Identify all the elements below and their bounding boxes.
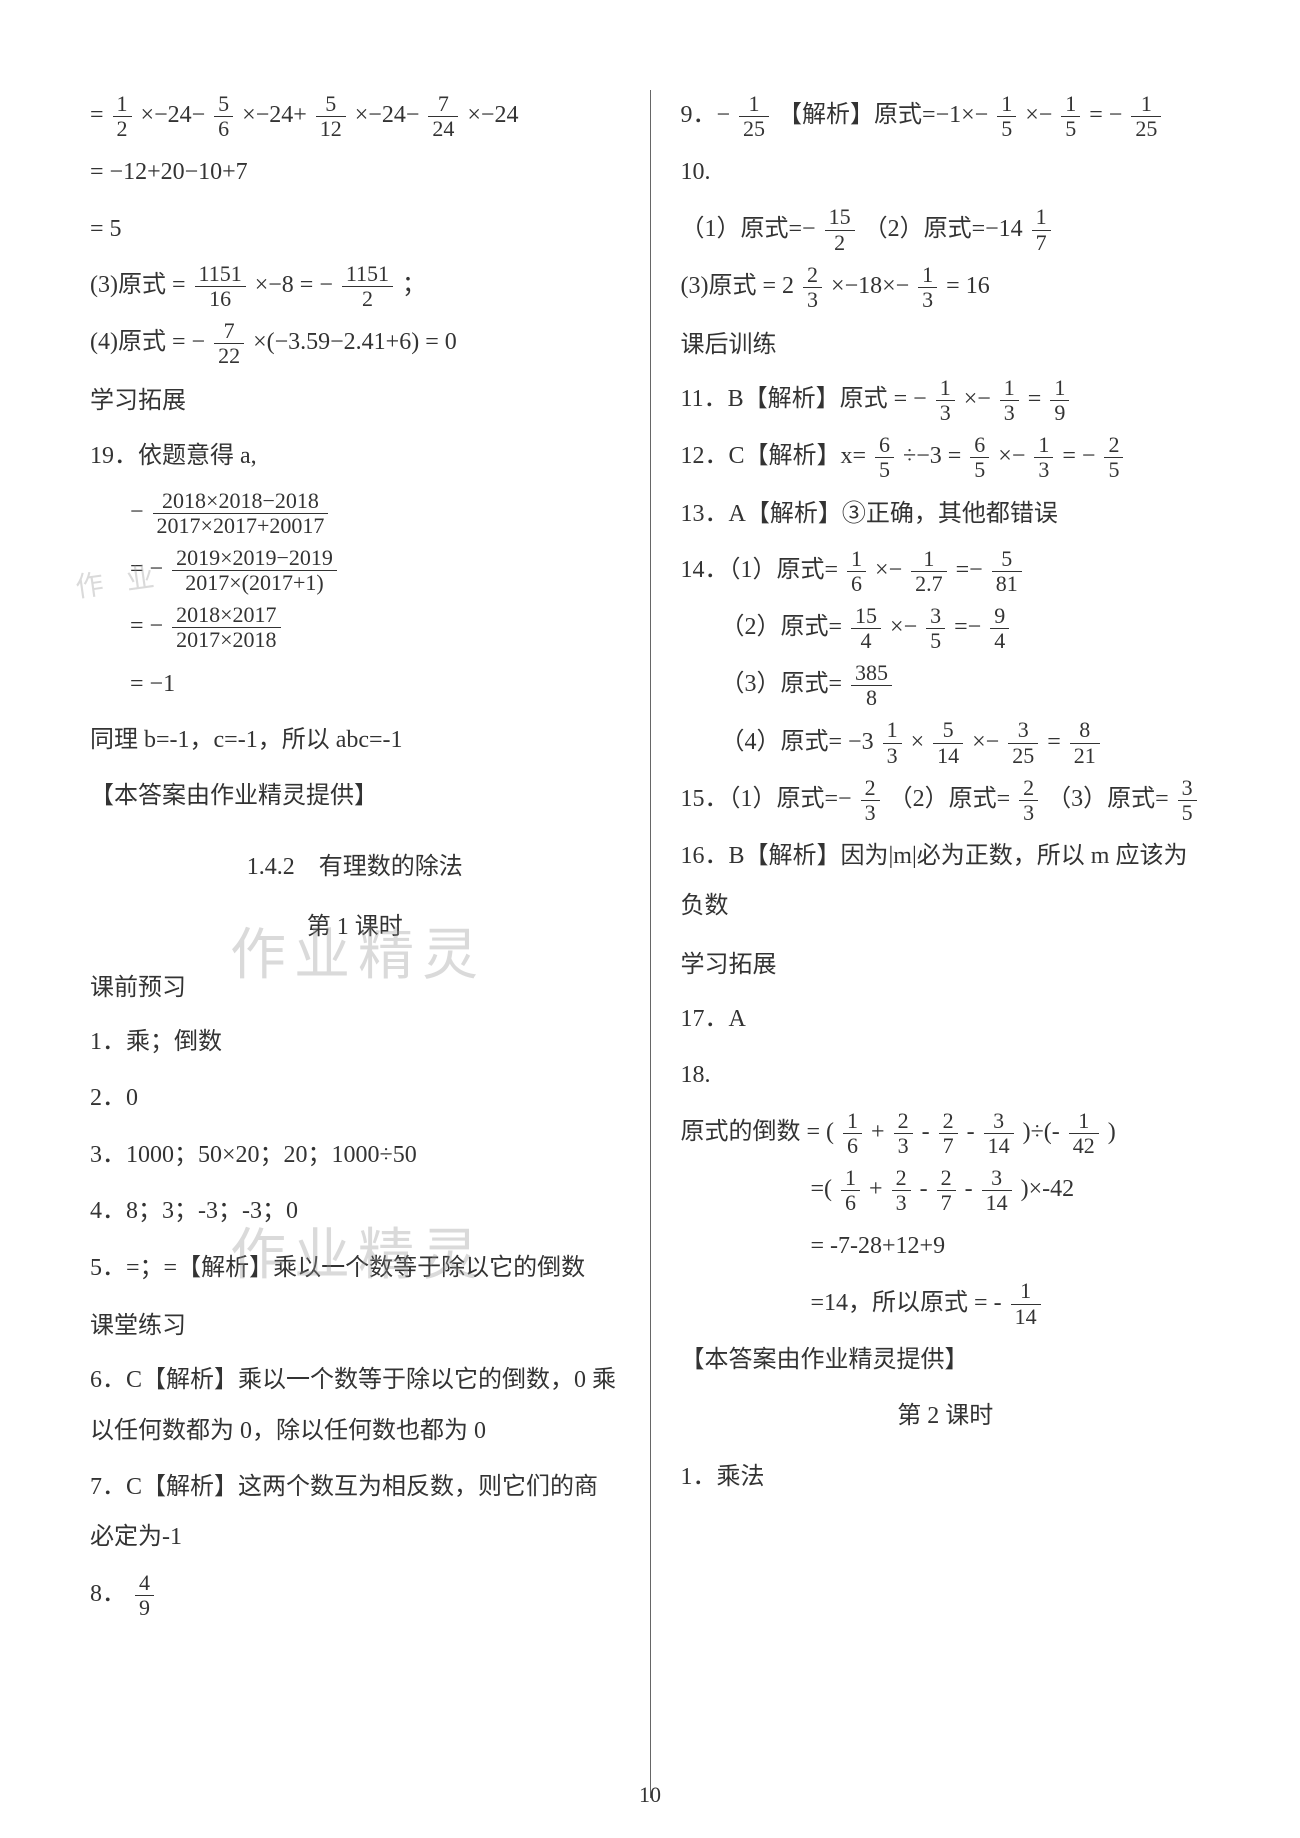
text-line: 18. <box>681 1050 1211 1100</box>
math-line: =( 16 + 23 - 27 - 314 )×-42 <box>681 1164 1211 1215</box>
heading: 学习拓展 <box>90 376 620 426</box>
math-line: (3)原式 = 2 23 ×−18×− 13 = 16 <box>681 261 1211 312</box>
text-line: 1．乘法 <box>681 1452 1211 1502</box>
sub-title: 第 2 课时 <box>681 1391 1211 1441</box>
math-line: 原式的倒数 = ( 16 + 23 - 27 - 314 )÷(- 142 ) <box>681 1107 1211 1158</box>
math-line: = 5 <box>90 204 620 254</box>
text-line: 5．=；=【解析】乘以一个数等于除以它的倒数 <box>90 1243 620 1293</box>
math-line: =14，所以原式 = - 114 <box>681 1278 1211 1329</box>
text-line: 10. <box>681 147 1211 197</box>
heading: 学习拓展 <box>681 940 1211 990</box>
page-number: 10 <box>639 1782 661 1808</box>
page-content: = 12 ×−24− 56 ×−24+ 512 ×−24− 724 ×−24 =… <box>70 90 1230 1798</box>
text-line: 6．C【解析】乘以一个数等于除以它的倒数，0 乘以任何数都为 0，除以任何数也都… <box>90 1355 620 1456</box>
math-line: (3)原式 = 115116 ×−8 = − 11512 ； <box>90 260 620 311</box>
sub-title: 第 1 课时 <box>90 902 620 952</box>
math-line: = −1 <box>90 659 620 709</box>
text-line: 19．依题意得 a, <box>90 431 620 481</box>
math-line: = 12 ×−24− 56 ×−24+ 512 ×−24− 724 ×−24 <box>90 90 620 141</box>
text-line: 同理 b=-1，c=-1，所以 abc=-1 <box>90 715 620 765</box>
math-line: = -7-28+12+9 <box>681 1221 1211 1271</box>
left-column: = 12 ×−24− 56 ×−24+ 512 ×−24− 724 ×−24 =… <box>70 90 651 1798</box>
math-line: （4）原式= −3 13 × 514 ×− 325 = 821 <box>681 717 1211 768</box>
text-line: 3．1000；50×20；20；1000÷50 <box>90 1130 620 1180</box>
section-title: 1.4.2 有理数的除法 <box>90 842 620 892</box>
math-line: (4)原式 = − 722 ×(−3.59−2.41+6) = 0 <box>90 317 620 368</box>
math-line: （1）原式=− 152 （2）原式=−14 17 <box>681 204 1211 255</box>
right-column: 9．− 125 【解析】原式=−1×− 15 ×− 15 = − 125 10.… <box>651 90 1231 1798</box>
text-line: 【本答案由作业精灵提供】 <box>681 1335 1211 1385</box>
math-line: 8． 49 <box>90 1569 620 1620</box>
text-line: 16．B【解析】因为|m|必为正数，所以 m 应该为负数 <box>681 831 1211 932</box>
math-line: = − 2019×2019−20192017×(2017+1) <box>90 544 620 595</box>
math-line: − 2018×2018−20182017×2017+20017 <box>90 487 620 538</box>
heading: 课堂练习 <box>90 1301 620 1351</box>
math-line: = − 2018×20172017×2018 <box>90 601 620 652</box>
math-line: 14．（1）原式= 16 ×− 12.7 =− 581 <box>681 545 1211 596</box>
text-line: 13．A【解析】③正确，其他都错误 <box>681 489 1211 539</box>
math-line: 11．B【解析】原式 = − 13 ×− 13 = 19 <box>681 374 1211 425</box>
text-line: 17．A <box>681 994 1211 1044</box>
text-line: 1．乘；倒数 <box>90 1017 620 1067</box>
math-line: 15．（1）原式=− 23 （2）原式= 23 （3）原式= 35 <box>681 774 1211 825</box>
math-line: = −12+20−10+7 <box>90 147 620 197</box>
math-line: 9．− 125 【解析】原式=−1×− 15 ×− 15 = − 125 <box>681 90 1211 141</box>
text-line: 4．8；3；-3；-3；0 <box>90 1186 620 1236</box>
heading: 课后训练 <box>681 320 1211 370</box>
math-line: （2）原式= 154 ×− 35 =− 94 <box>681 602 1211 653</box>
heading: 课前预习 <box>90 963 620 1013</box>
math-line: 12．C【解析】x= 65 ÷−3 = 65 ×− 13 = − 25 <box>681 431 1211 482</box>
text-line: 2．0 <box>90 1073 620 1123</box>
text-line: 【本答案由作业精灵提供】 <box>90 771 620 821</box>
math-line: （3）原式= 3858 <box>681 659 1211 710</box>
text-line: 7．C【解析】这两个数互为相反数，则它们的商必定为-1 <box>90 1462 620 1563</box>
